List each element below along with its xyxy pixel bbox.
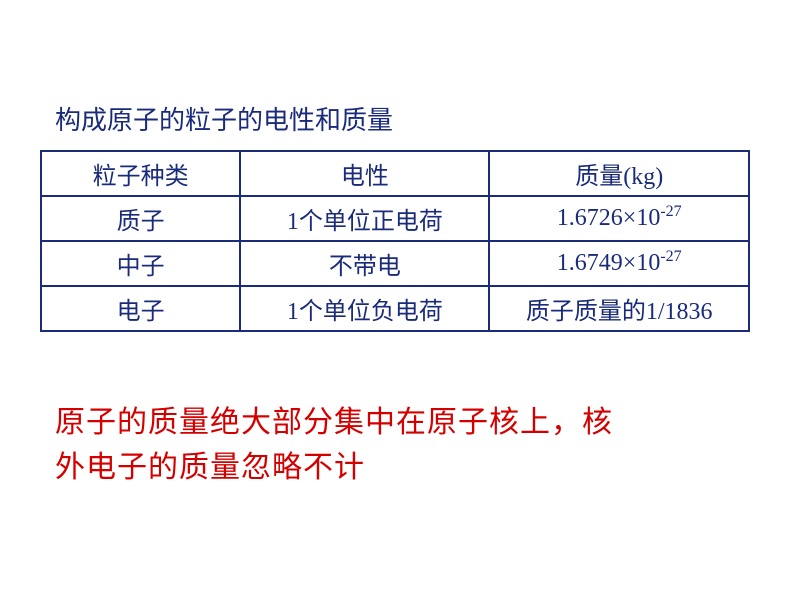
header-charge: 电性 (240, 151, 489, 196)
conclusion-line1: 原子的质量绝大部分集中在原子核上，核 (55, 406, 613, 439)
cell-charge: 1个单位负电荷 (240, 286, 489, 331)
cell-particle-type: 电子 (41, 286, 240, 331)
header-mass: 质量(kg) (489, 151, 749, 196)
table-header-row: 粒子种类 电性 质量(kg) (41, 151, 749, 196)
header-particle-type: 粒子种类 (41, 151, 240, 196)
table-row: 中子 不带电 1.6749×10-27 (41, 241, 749, 286)
conclusion-text: 原子的质量绝大部分集中在原子核上，核 外电子的质量忽略不计 (55, 400, 735, 490)
table-row: 质子 1个单位正电荷 1.6726×10-27 (41, 196, 749, 241)
cell-charge: 1个单位正电荷 (240, 196, 489, 241)
cell-charge: 不带电 (240, 241, 489, 286)
particle-properties-table: 粒子种类 电性 质量(kg) 质子 1个单位正电荷 1.6726×10-27 中… (40, 150, 750, 332)
cell-particle-type: 中子 (41, 241, 240, 286)
cell-particle-type: 质子 (41, 196, 240, 241)
cell-mass: 质子质量的1/1836 (489, 286, 749, 331)
cell-mass: 1.6726×10-27 (489, 196, 749, 241)
cell-mass: 1.6749×10-27 (489, 241, 749, 286)
table-row: 电子 1个单位负电荷 质子质量的1/1836 (41, 286, 749, 331)
conclusion-line2: 外电子的质量忽略不计 (55, 451, 365, 484)
section-heading: 构成原子的粒子的电性和质量 (55, 100, 393, 137)
